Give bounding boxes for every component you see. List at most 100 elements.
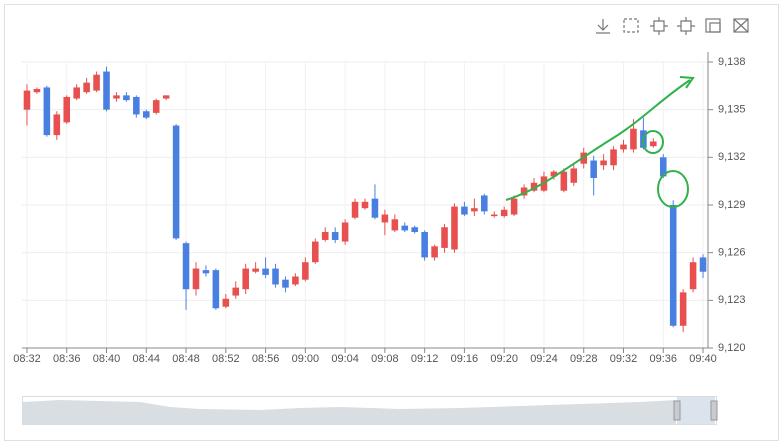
hand-drawn-circle <box>657 170 689 208</box>
candle-body <box>93 74 100 91</box>
x-tick-label: 09:36 <box>649 353 677 365</box>
candle-body <box>560 171 568 191</box>
candle-body <box>123 95 130 101</box>
candle-body <box>600 160 607 166</box>
candle-body <box>103 71 110 110</box>
x-tick-label: 08:32 <box>13 353 41 365</box>
candle-body <box>222 298 230 307</box>
x-tick-label: 09:40 <box>689 353 717 365</box>
candle-body <box>63 96 71 123</box>
candle-body <box>282 279 289 288</box>
frame <box>4 4 779 441</box>
x-tick-label: 09:12 <box>411 353 439 365</box>
candle-body <box>650 141 657 147</box>
candle-body <box>152 100 160 113</box>
candle-body <box>292 276 299 285</box>
candle-body <box>312 241 319 263</box>
candle-body <box>73 87 80 99</box>
candle-body <box>232 287 240 296</box>
x-tick-label: 09:16 <box>451 353 479 365</box>
candle-body <box>431 246 438 258</box>
candle-body <box>500 209 508 217</box>
x-tick-label: 08:56 <box>252 353 280 365</box>
candle-body <box>242 268 249 290</box>
x-tick-label: 08:52 <box>212 353 240 365</box>
arrow-head <box>679 76 695 89</box>
candle-body <box>630 128 637 150</box>
y-tick-label: 9,135 <box>718 104 746 116</box>
y-tick-label: 9,126 <box>718 247 746 259</box>
zoom-icon[interactable] <box>623 18 639 33</box>
y-tick-label: 9,129 <box>718 199 746 211</box>
candle-body <box>620 144 627 150</box>
x-tick-label: 09:32 <box>610 353 638 365</box>
candle-body <box>272 268 279 285</box>
candle-body <box>252 268 259 272</box>
candle-body <box>699 257 707 272</box>
candle-body <box>401 225 409 231</box>
candle-body <box>610 149 617 166</box>
candle-body <box>421 232 428 258</box>
fullscreen-icon[interactable] <box>733 18 749 33</box>
candle-body <box>351 201 359 218</box>
zoom-handle[interactable] <box>710 400 718 421</box>
candle-body <box>550 171 558 177</box>
zoom-preview <box>23 400 676 424</box>
candle-body <box>182 243 190 290</box>
x-tick-label: 08:40 <box>93 353 121 365</box>
zoom-reset-icon[interactable] <box>650 17 668 35</box>
x-tick-label: 09:24 <box>530 353 558 365</box>
candle-body <box>590 160 597 178</box>
candle-body <box>212 270 220 309</box>
restore-icon[interactable] <box>677 17 695 35</box>
x-tick-label: 08:44 <box>133 353 161 365</box>
candle-body <box>510 198 518 215</box>
candle-body <box>361 201 369 209</box>
candle-body <box>142 111 150 118</box>
y-tick-label: 9,120 <box>718 342 746 354</box>
x-tick-label: 08:48 <box>172 353 200 365</box>
candle-body <box>341 222 349 242</box>
hand-drawn-arrow <box>505 79 691 201</box>
candle-body <box>33 89 41 93</box>
x-tick-label: 09:20 <box>490 353 518 365</box>
hand-drawn-circle <box>642 130 664 154</box>
candle-body <box>570 168 578 183</box>
candle-body <box>23 90 31 110</box>
candle-body <box>481 195 488 212</box>
candle-body <box>172 125 180 239</box>
candle-body <box>689 262 697 290</box>
x-tick-label: 08:36 <box>53 353 81 365</box>
candle-body <box>113 95 120 99</box>
data-view-icon[interactable] <box>705 18 721 33</box>
y-tick-label: 9,138 <box>718 56 746 68</box>
x-tick-label: 09:28 <box>570 353 598 365</box>
candle-body <box>659 157 667 177</box>
candle-body <box>262 268 269 275</box>
candle-body <box>490 214 498 217</box>
candle-body <box>202 270 210 274</box>
candle-body <box>441 227 448 248</box>
annotation <box>505 76 695 208</box>
y-tick-label: 9,132 <box>718 151 746 163</box>
candle-body <box>192 268 200 290</box>
candle-body <box>391 219 399 231</box>
save-icon[interactable] <box>596 19 610 34</box>
candle-body <box>371 198 379 218</box>
candle-body <box>83 82 90 93</box>
x-tick-label: 09:08 <box>371 353 399 365</box>
zoom-window[interactable] <box>677 397 715 424</box>
candle-body <box>302 262 309 280</box>
candle-body <box>520 187 528 196</box>
toolbar <box>596 17 749 35</box>
data-zoom[interactable] <box>22 396 718 425</box>
candle-body <box>461 206 468 215</box>
candle-body <box>451 206 458 250</box>
zoom-handle[interactable] <box>673 400 681 421</box>
x-tick-label: 09:04 <box>331 353 359 365</box>
y-tick-label: 9,123 <box>718 294 746 306</box>
candle-body <box>162 95 170 99</box>
candle-body <box>669 205 677 326</box>
